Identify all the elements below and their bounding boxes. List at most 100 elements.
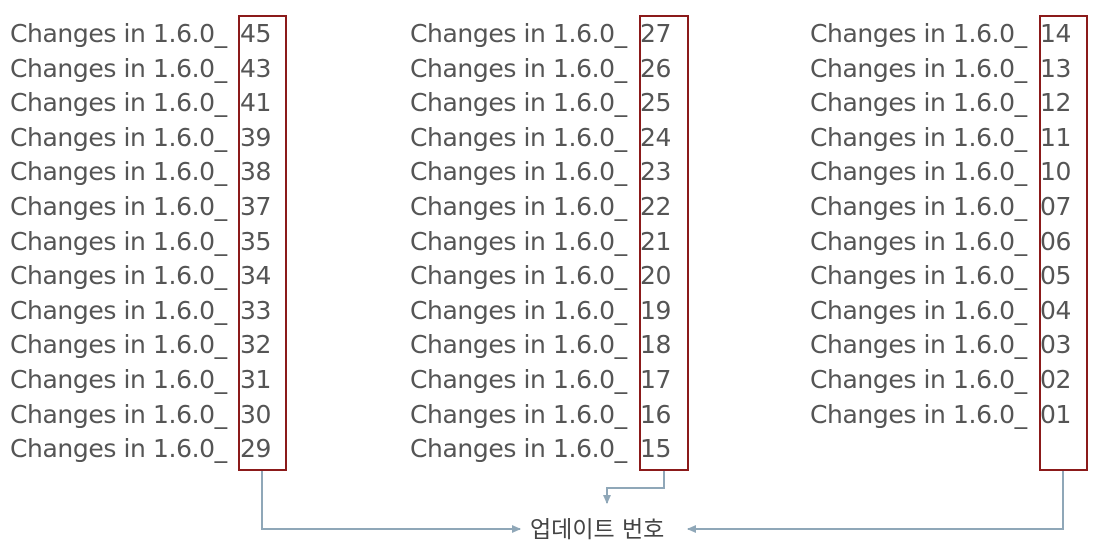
version-prefix: Changes in 1.6.0_ [10,157,227,187]
version-entry: Changes in 1.6.0_ 02 [810,363,1071,398]
version-prefix: Changes in 1.6.0_ [10,122,227,152]
version-prefix: Changes in 1.6.0_ [810,261,1027,291]
update-number: 45 [240,19,272,48]
update-number: 35 [240,226,272,256]
version-column-2: Changes in 1.6.0_ 27 Changes in 1.6.0_ 26 Ch… [410,17,671,467]
version-entry: Changes in 1.6.0_ 39 [10,121,271,156]
version-prefix: Changes in 1.6.0_ [10,434,227,464]
update-number: 31 [240,364,272,394]
version-entry: Changes in 1.6.0_ 35 [10,225,271,260]
version-prefix: Changes in 1.6.0_ [410,226,627,256]
connector-right [687,471,1064,533]
update-number: 14 [1040,19,1072,48]
version-prefix: Changes in 1.6.0_ [810,330,1027,360]
update-number: 17 [640,364,672,394]
update-number: 34 [240,261,272,291]
update-number: 37 [240,191,272,221]
version-prefix: Changes in 1.6.0_ [810,122,1027,152]
update-number: 33 [240,295,272,325]
update-number: 03 [1040,330,1072,360]
version-entry: Changes in 1.6.0_ 15 [410,432,671,467]
update-number: 24 [640,122,672,152]
update-number: 16 [640,399,672,429]
update-number: 02 [1040,364,1072,394]
version-prefix: Changes in 1.6.0_ [810,364,1027,394]
version-entry: Changes in 1.6.0_ 20 [410,259,671,294]
version-entry: Changes in 1.6.0_ 26 [410,52,671,87]
version-prefix: Changes in 1.6.0_ [10,53,227,83]
version-entry: Changes in 1.6.0_ 17 [410,363,671,398]
version-prefix: Changes in 1.6.0_ [410,434,627,464]
version-prefix: Changes in 1.6.0_ [810,88,1027,118]
version-prefix: Changes in 1.6.0_ [410,295,627,325]
update-number: 30 [240,399,272,429]
version-entry: Changes in 1.6.0_ 13 [810,52,1071,87]
update-number: 21 [640,226,672,256]
version-prefix: Changes in 1.6.0_ [410,122,627,152]
update-number: 12 [1040,88,1072,118]
version-prefix: Changes in 1.6.0_ [10,295,227,325]
connector-left [261,471,521,533]
version-prefix: Changes in 1.6.0_ [10,191,227,221]
version-prefix: Changes in 1.6.0_ [10,19,227,48]
version-prefix: Changes in 1.6.0_ [410,191,627,221]
version-entry: Changes in 1.6.0_ 34 [10,259,271,294]
update-number: 39 [240,122,272,152]
version-entry: Changes in 1.6.0_ 12 [810,86,1071,121]
update-number: 04 [1040,295,1072,325]
version-prefix: Changes in 1.6.0_ [410,330,627,360]
update-number: 32 [240,330,272,360]
version-entry: Changes in 1.6.0_ 33 [10,294,271,329]
version-entry: Changes in 1.6.0_ 01 [810,398,1071,433]
version-prefix: Changes in 1.6.0_ [810,157,1027,187]
update-number: 05 [1040,261,1072,291]
update-number: 15 [640,434,672,464]
version-entry: Changes in 1.6.0_ 38 [10,155,271,190]
version-entry: Changes in 1.6.0_ 03 [810,328,1071,363]
version-prefix: Changes in 1.6.0_ [410,261,627,291]
version-entry: Changes in 1.6.0_ 11 [810,121,1071,156]
update-number: 22 [640,191,672,221]
update-number: 13 [1040,53,1072,83]
update-number: 23 [640,157,672,187]
version-entry: Changes in 1.6.0_ 41 [10,86,271,121]
version-entry: Changes in 1.6.0_ 05 [810,259,1071,294]
version-prefix: Changes in 1.6.0_ [810,53,1027,83]
version-prefix: Changes in 1.6.0_ [410,53,627,83]
version-column-3: Changes in 1.6.0_ 14 Changes in 1.6.0_ 13 Ch… [810,17,1071,432]
version-prefix: Changes in 1.6.0_ [410,88,627,118]
version-prefix: Changes in 1.6.0_ [10,330,227,360]
version-prefix: Changes in 1.6.0_ [10,226,227,256]
version-entry: Changes in 1.6.0_ 32 [10,328,271,363]
version-prefix: Changes in 1.6.0_ [810,19,1027,48]
version-prefix: Changes in 1.6.0_ [410,364,627,394]
version-entry: Changes in 1.6.0_ 29 [10,432,271,467]
update-number: 18 [640,330,672,360]
update-number: 27 [640,19,672,48]
version-prefix: Changes in 1.6.0_ [10,88,227,118]
version-prefix: Changes in 1.6.0_ [10,364,227,394]
version-prefix: Changes in 1.6.0_ [410,399,627,429]
version-prefix: Changes in 1.6.0_ [410,157,627,187]
update-number-highlight-1 [238,15,287,471]
version-entry: Changes in 1.6.0_ 10 [810,155,1071,190]
update-number: 41 [240,88,272,118]
update-number: 20 [640,261,672,291]
version-entry: Changes in 1.6.0_ 16 [410,398,671,433]
version-prefix: Changes in 1.6.0_ [810,295,1027,325]
update-number-highlight-3 [1039,15,1088,471]
update-number: 01 [1040,399,1072,429]
version-entry: Changes in 1.6.0_ 18 [410,328,671,363]
version-entry: Changes in 1.6.0_ 27 [410,17,671,52]
update-number: 07 [1040,191,1072,221]
version-entry: Changes in 1.6.0_ 43 [10,52,271,87]
version-entry: Changes in 1.6.0_ 14 [810,17,1071,52]
version-entry: Changes in 1.6.0_ 06 [810,225,1071,260]
update-number: 10 [1040,157,1072,187]
version-entry: Changes in 1.6.0_ 07 [810,190,1071,225]
update-number: 29 [240,434,272,464]
version-entry: Changes in 1.6.0_ 19 [410,294,671,329]
version-prefix: Changes in 1.6.0_ [10,399,227,429]
update-number: 11 [1040,122,1072,152]
version-prefix: Changes in 1.6.0_ [810,399,1027,429]
